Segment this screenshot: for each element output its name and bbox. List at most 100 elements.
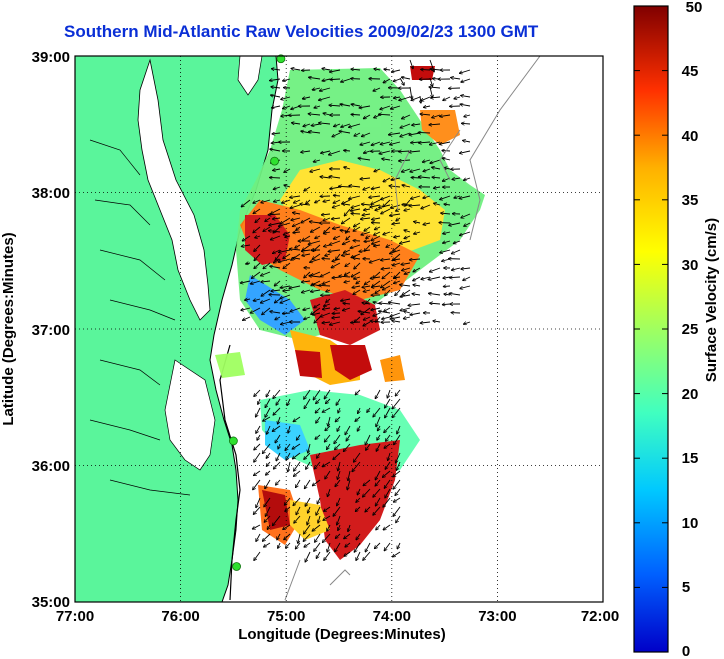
velocity-vector	[272, 515, 281, 526]
velocity-vector	[315, 407, 321, 413]
velocity-vector	[399, 96, 411, 100]
velocity-vector	[429, 124, 441, 125]
velocity-vector	[383, 199, 391, 207]
velocity-vector	[459, 231, 471, 235]
velocity-vector	[287, 398, 291, 406]
velocity-vector	[252, 524, 261, 529]
velocity-vector	[296, 479, 301, 488]
velocity-vector	[311, 307, 321, 314]
velocity-vector	[383, 497, 391, 507]
velocity-vector	[380, 259, 391, 260]
velocity-vector	[334, 434, 341, 444]
velocity-vector	[304, 542, 311, 547]
velocity-vector	[443, 232, 451, 234]
velocity-vector	[420, 95, 421, 103]
velocity-vector	[278, 542, 280, 548]
velocity-vector	[360, 141, 371, 145]
y-tick-label: 38:00	[32, 185, 70, 202]
velocity-vectors	[240, 59, 471, 562]
velocity-vector	[375, 497, 381, 506]
velocity-vector	[396, 217, 401, 221]
velocity-vector	[319, 87, 331, 91]
velocity-vector	[390, 204, 401, 208]
velocity-vector	[251, 271, 261, 278]
velocity-vector	[284, 533, 291, 540]
velocity-vector	[396, 452, 401, 463]
velocity-vector	[336, 398, 341, 405]
velocity-vector	[464, 115, 471, 117]
velocity-vector	[265, 217, 271, 222]
velocity-vector	[283, 524, 291, 529]
velocity-vector	[392, 253, 401, 261]
velocity-vector	[323, 200, 331, 202]
velocity-vector	[246, 263, 251, 264]
velocity-vector	[363, 479, 371, 486]
velocity-vector	[381, 195, 391, 200]
velocity-vector	[404, 311, 411, 313]
velocity-vector	[304, 389, 311, 399]
velocity-vector	[411, 96, 421, 100]
colorbar-tick-label: 50	[686, 0, 703, 16]
velocity-vector	[348, 195, 361, 199]
velocity-vector	[374, 69, 381, 70]
velocity-vector	[387, 389, 391, 398]
velocity-vector	[275, 316, 281, 320]
velocity-vector	[344, 208, 351, 216]
velocity-vector	[351, 253, 361, 258]
velocity-vector	[285, 506, 291, 511]
velocity-vector	[263, 262, 271, 269]
velocity-vector	[309, 222, 321, 223]
velocity-vector	[423, 168, 431, 171]
colorbar-tick-label: 20	[682, 386, 699, 403]
velocity-vector	[273, 169, 281, 170]
velocity-vector	[310, 168, 321, 172]
velocity-vector	[356, 281, 361, 284]
velocity-vector	[325, 425, 331, 431]
velocity-vector	[404, 230, 411, 232]
velocity-vector	[352, 461, 361, 472]
velocity-vector	[257, 434, 261, 440]
velocity-vector	[335, 479, 341, 487]
velocity-vector	[413, 285, 421, 286]
velocity-vector	[384, 479, 391, 488]
velocity-vector	[372, 280, 381, 287]
y-tick-label: 39:00	[32, 49, 70, 66]
velocity-vector	[291, 123, 301, 124]
x-tick-label: 74:00	[373, 608, 411, 625]
velocity-vector	[293, 416, 301, 422]
map-title: Southern Mid-Atlantic Raw Velocities 200…	[64, 22, 539, 41]
velocity-vector	[443, 96, 451, 100]
velocity-vector	[385, 407, 391, 418]
velocity-vector	[382, 470, 391, 477]
velocity-vector	[421, 204, 431, 209]
velocity-vector	[397, 542, 401, 549]
velocity-vector	[439, 141, 451, 144]
velocity-vector	[304, 317, 311, 319]
velocity-vector	[363, 151, 371, 153]
velocity-vector	[242, 316, 251, 320]
velocity-vector	[361, 132, 371, 136]
velocity-vector	[449, 222, 461, 225]
velocity-vector	[265, 407, 271, 417]
velocity-vector	[276, 452, 281, 461]
velocity-vector	[326, 290, 331, 292]
velocity-vector	[273, 226, 281, 233]
radar-station-marker	[232, 562, 241, 571]
velocity-vector	[385, 398, 391, 408]
velocity-vector	[373, 312, 381, 316]
velocity-vector	[339, 186, 351, 187]
velocity-vector	[331, 262, 341, 268]
velocity-vector	[420, 114, 431, 115]
velocity-vector	[381, 280, 391, 288]
velocity-vector	[315, 199, 321, 203]
velocity-vector	[284, 497, 291, 505]
velocity-vector	[399, 240, 411, 244]
velocity-vector	[429, 267, 441, 272]
velocity-vector	[412, 124, 421, 125]
velocity-vector	[345, 542, 351, 547]
y-tick-label: 35:00	[32, 594, 70, 611]
velocity-vector	[384, 425, 391, 433]
velocity-vector	[364, 209, 371, 210]
velocity-vector	[390, 141, 401, 145]
velocity-vector	[400, 285, 411, 286]
